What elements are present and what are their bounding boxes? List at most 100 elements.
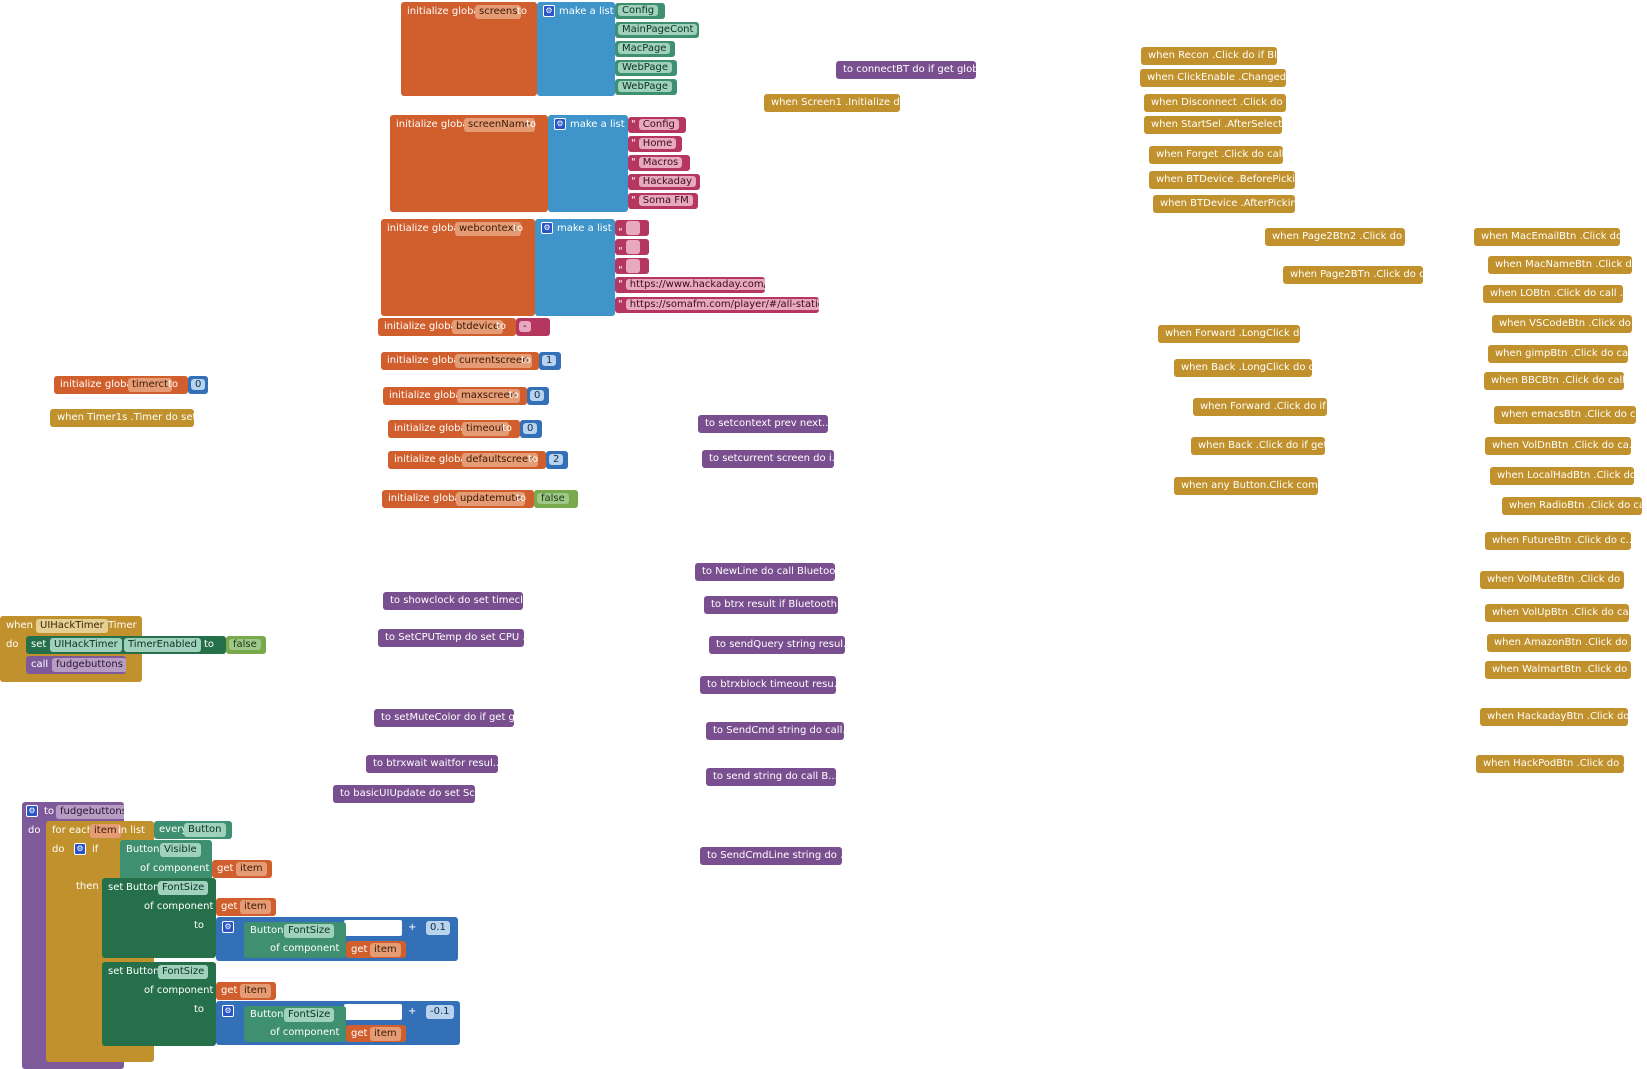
generic-getter-block[interactable]: Button FontSize of component	[244, 922, 346, 958]
event-collapsed-block[interactable]: when LOBtn .Click do call ...	[1483, 285, 1623, 303]
text-item-block[interactable]: "	[615, 239, 649, 255]
event-collapsed-block[interactable]: when LocalHadBtn .Click do...	[1490, 467, 1634, 485]
number-value[interactable]: -0.1	[426, 1005, 454, 1019]
variable-dropdown[interactable]: item	[370, 1027, 401, 1041]
event-collapsed-block[interactable]: when BBCBtn .Click do call...	[1484, 372, 1624, 390]
event-collapsed-block[interactable]: when MacEmailBtn .Click do...	[1474, 228, 1620, 246]
event-collapsed-block[interactable]: when MacNameBtn .Click do ...	[1488, 256, 1632, 274]
event-collapsed-block[interactable]: when WalmartBtn .Click do ...	[1485, 661, 1631, 679]
empty-input-slot[interactable]	[344, 1004, 402, 1020]
screen-item-block[interactable]: MainPageCont	[615, 22, 699, 38]
get-variable-block[interactable]: get item	[212, 860, 272, 878]
event-collapsed-block[interactable]: when gimpBtn .Click do cal...	[1488, 345, 1628, 363]
text-value-block[interactable]: -	[516, 318, 550, 336]
text-value[interactable]	[625, 259, 640, 273]
mutator-gear-icon[interactable]: ⚙	[222, 921, 234, 933]
var-name[interactable]: webcontext	[455, 222, 522, 236]
text-value[interactable]	[625, 240, 640, 254]
event-collapsed-block[interactable]: when VolUpBtn .Click do ca...	[1485, 604, 1629, 622]
text-value[interactable]: https://www.hackaday.com/	[625, 279, 765, 290]
procedure-collapsed-block[interactable]: to setcontext prev next...	[698, 415, 828, 433]
procedure-collapsed-block[interactable]: to btrxblock timeout resu...	[700, 676, 836, 694]
screen-dropdown[interactable]: MacPage	[618, 43, 671, 54]
event-collapsed-block[interactable]: when AmazonBtn .Click do c...	[1487, 634, 1631, 652]
screen-dropdown[interactable]: WebPage	[618, 81, 673, 92]
make-list-block[interactable]: ⚙ make a list	[537, 2, 615, 96]
text-item-block[interactable]: " Soma FM	[628, 193, 698, 209]
procedure-collapsed-block[interactable]: to SetCPUTemp do set CPU ...	[378, 629, 524, 647]
procedure-collapsed-block[interactable]: to SendCmdLine string do ...	[700, 847, 842, 865]
screen-dropdown[interactable]: WebPage	[618, 62, 673, 73]
text-value[interactable]: Config	[638, 119, 679, 130]
event-collapsed-block[interactable]: when ClickEnable .Changed ...	[1140, 69, 1286, 87]
procedure-collapsed-block[interactable]: to setMuteColor do if get g...	[374, 709, 514, 727]
number-block[interactable]: 2	[546, 451, 568, 469]
var-name[interactable]: currentscreen	[455, 354, 533, 368]
component-dropdown[interactable]: UIHackTimer	[50, 638, 122, 652]
event-collapsed-block[interactable]: when RadioBtn .Click do ca...	[1502, 497, 1642, 515]
number-value[interactable]: 0	[191, 379, 206, 390]
mutator-gear-icon[interactable]: ⚙	[26, 805, 38, 817]
var-name[interactable]: updatemute	[456, 492, 526, 506]
number-block[interactable]: 0	[527, 387, 549, 405]
screen-dropdown[interactable]: Config	[618, 5, 659, 16]
generic-getter-block[interactable]: Button FontSize of component	[244, 1006, 346, 1042]
text-item-block[interactable]: " https://somafm.com/player/#/all-statio…	[615, 297, 819, 313]
text-value[interactable]: -	[519, 321, 531, 332]
mutator-gear-icon[interactable]: ⚙	[554, 118, 566, 130]
event-timer1s-block[interactable]: when Timer1s .Timer do set...	[50, 409, 194, 427]
component-type-dropdown[interactable]: Button	[184, 823, 226, 837]
number-block[interactable]: 0	[520, 420, 542, 438]
variable-dropdown[interactable]: item	[370, 943, 401, 957]
procedure-name[interactable]: fudgebuttons	[56, 805, 124, 819]
init-global-timeout-block[interactable]: initialize global timeout to	[388, 420, 520, 438]
boolean-block[interactable]: false	[534, 490, 578, 508]
property-dropdown[interactable]: FontSize	[284, 1008, 335, 1022]
procedure-collapsed-block[interactable]: to showclock do set timecl...	[383, 592, 523, 610]
init-global-btdevice-block[interactable]: initialize global btdevice to	[378, 318, 516, 336]
procedure-collapsed-block[interactable]: to btrxwait waitfor resul...	[366, 755, 498, 773]
text-item-block[interactable]: " Macros	[628, 155, 690, 171]
var-name[interactable]: screens	[475, 5, 522, 19]
variable-dropdown[interactable]: item	[240, 900, 271, 914]
event-collapsed-block[interactable]: when Recon .Click do if Bl...	[1141, 47, 1277, 65]
property-dropdown[interactable]: Visible	[160, 843, 201, 857]
property-dropdown[interactable]: FontSize	[284, 924, 335, 938]
var-name[interactable]: btdevice	[452, 320, 504, 334]
text-value[interactable]: Macros	[638, 157, 683, 168]
screen-item-block[interactable]: WebPage	[615, 79, 677, 95]
text-value[interactable]: Home	[638, 138, 677, 149]
generic-setter-block[interactable]: set Button FontSize of component to	[102, 962, 216, 1046]
event-collapsed-block[interactable]: when emacsBtn .Click do ca...	[1494, 406, 1636, 424]
call-procedure-block[interactable]: call fudgebuttons	[26, 656, 126, 674]
var-name[interactable]: maxscreen	[457, 389, 521, 403]
init-global-screenname-block[interactable]: initialize global screenName to	[390, 115, 548, 212]
event-collapsed-block[interactable]: when StartSel .AfterSelect...	[1144, 116, 1282, 134]
number-block[interactable]: 1	[539, 352, 561, 370]
procedure-collapsed-block[interactable]: to SendCmd string do call...	[706, 722, 844, 740]
event-collapsed-block[interactable]: when Back .Click do if get...	[1191, 437, 1325, 455]
event-collapsed-block[interactable]: when Page2Btn2 .Click do c...	[1265, 228, 1405, 246]
text-value[interactable]: Soma FM	[638, 195, 693, 206]
property-dropdown[interactable]: TimerEnabled	[124, 638, 201, 652]
item-var[interactable]: item	[90, 824, 121, 838]
generic-setter-block[interactable]: set Button FontSize of component to	[102, 878, 216, 958]
screen-item-block[interactable]: WebPage	[615, 60, 677, 76]
number-block[interactable]: 0	[188, 376, 208, 394]
mutator-gear-icon[interactable]: ⚙	[543, 5, 555, 17]
event-collapsed-block[interactable]: when VSCodeBtn .Click do c...	[1492, 315, 1632, 333]
boolean-block[interactable]: false	[226, 636, 266, 654]
procedure-collapsed-block[interactable]: to btrx result if Bluetooth...	[704, 596, 838, 614]
boolean-dropdown[interactable]: false	[229, 639, 261, 650]
make-list-block[interactable]: ⚙ make a list	[548, 115, 628, 212]
event-collapsed-block[interactable]: when HackadayBtn .Click do...	[1480, 708, 1628, 726]
event-collapsed-block[interactable]: when Forward .LongClick do...	[1158, 325, 1300, 343]
event-collapsed-block[interactable]: when HackPodBtn .Click do ...	[1476, 755, 1624, 773]
text-item-block[interactable]: "	[615, 220, 649, 236]
event-collapsed-block[interactable]: when Forget .Click do call...	[1149, 146, 1283, 164]
component-dropdown[interactable]: UIHackTimer	[36, 619, 108, 633]
init-global-defaultscreen-block[interactable]: initialize global defaultscreen to	[388, 451, 546, 469]
text-item-block[interactable]: " Home	[628, 136, 682, 152]
variable-dropdown[interactable]: item	[236, 862, 267, 876]
event-collapsed-block[interactable]: when VolDnBtn .Click do ca...	[1485, 437, 1631, 455]
